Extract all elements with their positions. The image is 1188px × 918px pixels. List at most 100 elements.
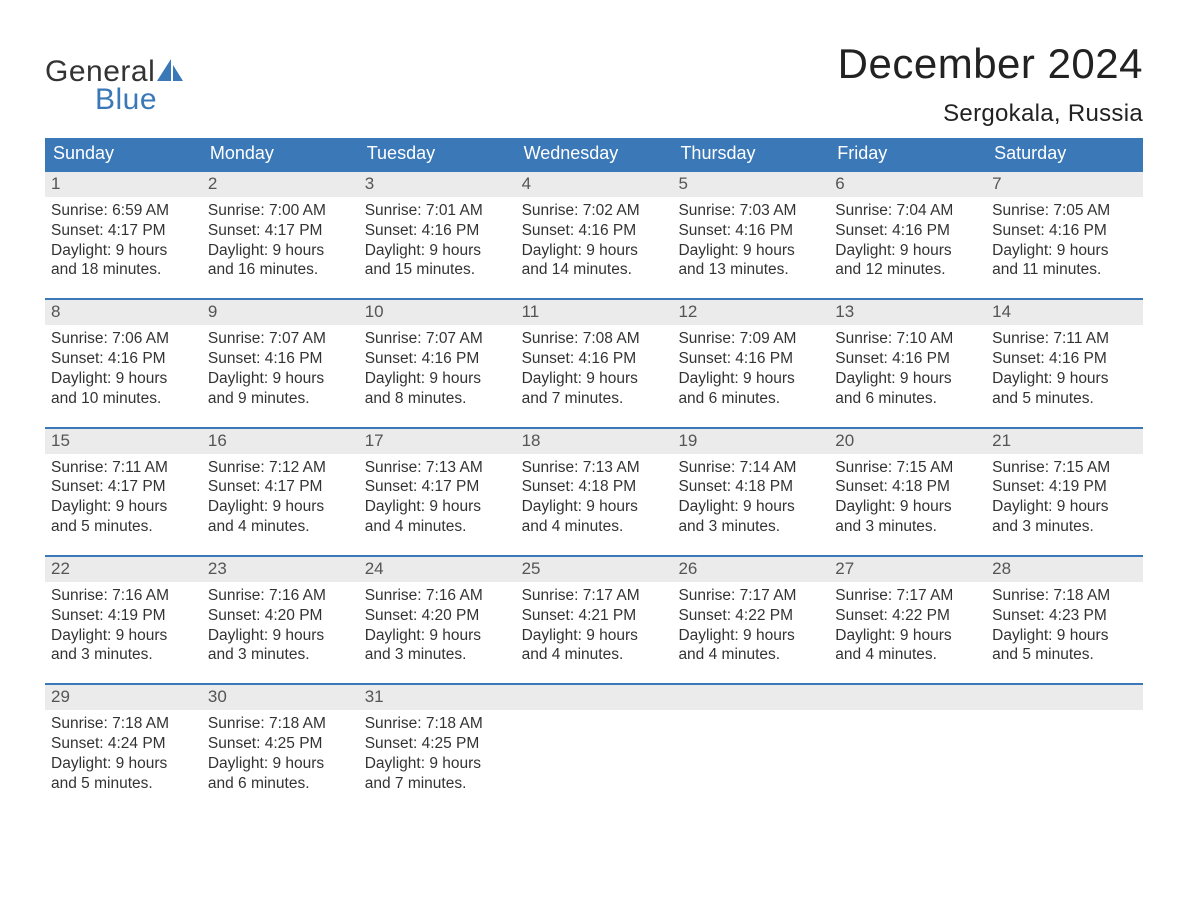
day-d2: and 9 minutes. xyxy=(208,389,353,409)
day-body: Sunrise: 7:16 AMSunset: 4:20 PMDaylight:… xyxy=(202,582,359,667)
day-body: Sunrise: 7:06 AMSunset: 4:16 PMDaylight:… xyxy=(45,325,202,410)
day-sunset: Sunset: 4:18 PM xyxy=(678,477,823,497)
day-cell: 23Sunrise: 7:16 AMSunset: 4:20 PMDayligh… xyxy=(202,557,359,667)
day-sunset: Sunset: 4:16 PM xyxy=(678,221,823,241)
day-d1: Daylight: 9 hours xyxy=(522,497,667,517)
day-d2: and 7 minutes. xyxy=(522,389,667,409)
day-d2: and 16 minutes. xyxy=(208,260,353,280)
day-number: 27 xyxy=(829,557,986,582)
day-d1: Daylight: 9 hours xyxy=(992,241,1137,261)
brand-logo: General Blue xyxy=(45,40,183,117)
day-number: 4 xyxy=(516,172,673,197)
day-cell: 19Sunrise: 7:14 AMSunset: 4:18 PMDayligh… xyxy=(672,429,829,539)
day-number: 13 xyxy=(829,300,986,325)
weekday-thursday: Thursday xyxy=(672,138,829,170)
day-number: 11 xyxy=(516,300,673,325)
day-d2: and 3 minutes. xyxy=(835,517,980,537)
weekday-sunday: Sunday xyxy=(45,138,202,170)
day-d1: Daylight: 9 hours xyxy=(51,626,196,646)
day-number: 5 xyxy=(672,172,829,197)
day-sunrise: Sunrise: 7:07 AM xyxy=(208,329,353,349)
day-d2: and 3 minutes. xyxy=(51,645,196,665)
day-sunset: Sunset: 4:17 PM xyxy=(208,221,353,241)
location-label: Sergokala, Russia xyxy=(838,100,1143,128)
day-cell: 20Sunrise: 7:15 AMSunset: 4:18 PMDayligh… xyxy=(829,429,986,539)
weekday-header-row: Sunday Monday Tuesday Wednesday Thursday… xyxy=(45,138,1143,170)
day-cell xyxy=(516,685,673,795)
day-d1: Daylight: 9 hours xyxy=(522,369,667,389)
day-cell: 30Sunrise: 7:18 AMSunset: 4:25 PMDayligh… xyxy=(202,685,359,795)
day-sunrise: Sunrise: 7:13 AM xyxy=(365,458,510,478)
sail-icon xyxy=(157,59,183,88)
day-number: 23 xyxy=(202,557,359,582)
weekday-friday: Friday xyxy=(829,138,986,170)
day-cell: 8Sunrise: 7:06 AMSunset: 4:16 PMDaylight… xyxy=(45,300,202,410)
day-cell: 15Sunrise: 7:11 AMSunset: 4:17 PMDayligh… xyxy=(45,429,202,539)
day-d1: Daylight: 9 hours xyxy=(365,626,510,646)
day-sunset: Sunset: 4:20 PM xyxy=(208,606,353,626)
day-number: 10 xyxy=(359,300,516,325)
day-d1: Daylight: 9 hours xyxy=(522,626,667,646)
day-cell: 17Sunrise: 7:13 AMSunset: 4:17 PMDayligh… xyxy=(359,429,516,539)
day-number: 8 xyxy=(45,300,202,325)
weekday-tuesday: Tuesday xyxy=(359,138,516,170)
day-sunset: Sunset: 4:20 PM xyxy=(365,606,510,626)
day-cell: 18Sunrise: 7:13 AMSunset: 4:18 PMDayligh… xyxy=(516,429,673,539)
day-sunset: Sunset: 4:18 PM xyxy=(835,477,980,497)
day-d1: Daylight: 9 hours xyxy=(835,369,980,389)
day-body: Sunrise: 7:12 AMSunset: 4:17 PMDaylight:… xyxy=(202,454,359,539)
day-sunrise: Sunrise: 7:16 AM xyxy=(208,586,353,606)
day-sunset: Sunset: 4:16 PM xyxy=(51,349,196,369)
day-body: Sunrise: 7:10 AMSunset: 4:16 PMDaylight:… xyxy=(829,325,986,410)
day-sunrise: Sunrise: 7:18 AM xyxy=(51,714,196,734)
day-d1: Daylight: 9 hours xyxy=(51,241,196,261)
weekday-monday: Monday xyxy=(202,138,359,170)
day-d2: and 5 minutes. xyxy=(992,645,1137,665)
day-sunset: Sunset: 4:17 PM xyxy=(208,477,353,497)
day-sunrise: Sunrise: 7:15 AM xyxy=(992,458,1137,478)
day-d2: and 11 minutes. xyxy=(992,260,1137,280)
day-cell: 27Sunrise: 7:17 AMSunset: 4:22 PMDayligh… xyxy=(829,557,986,667)
day-d2: and 3 minutes. xyxy=(992,517,1137,537)
day-number: 9 xyxy=(202,300,359,325)
day-sunset: Sunset: 4:17 PM xyxy=(51,477,196,497)
day-number: 3 xyxy=(359,172,516,197)
day-body: Sunrise: 7:09 AMSunset: 4:16 PMDaylight:… xyxy=(672,325,829,410)
day-body: Sunrise: 7:11 AMSunset: 4:16 PMDaylight:… xyxy=(986,325,1143,410)
day-sunrise: Sunrise: 7:16 AM xyxy=(365,586,510,606)
day-d2: and 5 minutes. xyxy=(992,389,1137,409)
day-sunrise: Sunrise: 7:18 AM xyxy=(992,586,1137,606)
day-sunrise: Sunrise: 7:13 AM xyxy=(522,458,667,478)
weeks-container: 1Sunrise: 6:59 AMSunset: 4:17 PMDaylight… xyxy=(45,170,1143,796)
day-sunset: Sunset: 4:17 PM xyxy=(365,477,510,497)
day-sunrise: Sunrise: 7:12 AM xyxy=(208,458,353,478)
day-sunrise: Sunrise: 7:17 AM xyxy=(678,586,823,606)
day-d2: and 5 minutes. xyxy=(51,774,196,794)
day-d1: Daylight: 9 hours xyxy=(51,369,196,389)
day-cell xyxy=(829,685,986,795)
day-cell xyxy=(986,685,1143,795)
day-cell: 3Sunrise: 7:01 AMSunset: 4:16 PMDaylight… xyxy=(359,172,516,282)
day-body: Sunrise: 7:07 AMSunset: 4:16 PMDaylight:… xyxy=(359,325,516,410)
day-sunrise: Sunrise: 7:04 AM xyxy=(835,201,980,221)
day-d2: and 3 minutes. xyxy=(365,645,510,665)
day-cell: 29Sunrise: 7:18 AMSunset: 4:24 PMDayligh… xyxy=(45,685,202,795)
day-body: Sunrise: 7:16 AMSunset: 4:20 PMDaylight:… xyxy=(359,582,516,667)
day-d2: and 14 minutes. xyxy=(522,260,667,280)
day-d1: Daylight: 9 hours xyxy=(51,754,196,774)
day-d2: and 6 minutes. xyxy=(835,389,980,409)
day-cell: 12Sunrise: 7:09 AMSunset: 4:16 PMDayligh… xyxy=(672,300,829,410)
day-sunset: Sunset: 4:25 PM xyxy=(365,734,510,754)
week-row: 22Sunrise: 7:16 AMSunset: 4:19 PMDayligh… xyxy=(45,555,1143,667)
day-d2: and 3 minutes. xyxy=(208,645,353,665)
day-sunrise: Sunrise: 7:17 AM xyxy=(835,586,980,606)
day-cell: 14Sunrise: 7:11 AMSunset: 4:16 PMDayligh… xyxy=(986,300,1143,410)
day-sunrise: Sunrise: 7:14 AM xyxy=(678,458,823,478)
title-block: December 2024 Sergokala, Russia xyxy=(838,40,1143,128)
weekday-saturday: Saturday xyxy=(986,138,1143,170)
day-body: Sunrise: 7:08 AMSunset: 4:16 PMDaylight:… xyxy=(516,325,673,410)
day-d1: Daylight: 9 hours xyxy=(365,241,510,261)
day-d2: and 18 minutes. xyxy=(51,260,196,280)
day-body: Sunrise: 7:03 AMSunset: 4:16 PMDaylight:… xyxy=(672,197,829,282)
day-d1: Daylight: 9 hours xyxy=(365,754,510,774)
